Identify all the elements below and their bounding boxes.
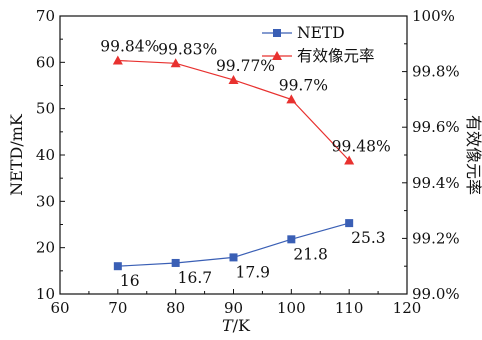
netd-data-label: 16 [120,272,140,290]
netd-point [287,235,296,244]
right-y-axis: 99.0% 99.2% 99.4% 99.6% 99.8% 100% [402,7,460,303]
legend-netd-label: NETD [297,24,345,42]
legend-pixel-rate-marker [272,51,282,60]
left-y-axis-label: NETD/mK [7,113,26,196]
legend-pixel-rate-label: 有效像元率 [297,47,375,65]
left-y-tick-label: 30 [36,192,55,210]
netd-data-label: 17.9 [236,263,271,281]
netd-data-label: 21.8 [293,245,328,263]
right-y-tick-label: 99.6% [412,118,460,136]
right-y-tick-label: 99.8% [412,63,460,81]
pixel-rate-point [170,58,181,68]
right-y-tick-label: 99.0% [412,285,460,303]
pixel-rate-point [344,155,355,165]
pixel-rate-data-label: 99.77% [216,57,275,75]
netd-point [171,258,180,267]
left-y-tick-label: 20 [36,239,55,257]
pixel-rate-data-label: 99.83% [158,40,217,58]
right-y-axis-label: 有效像元率 [464,115,482,195]
x-axis-label-unit: /K [233,316,251,335]
x-tick-label: 110 [335,299,364,317]
x-tick-label: 120 [393,299,422,317]
legend-netd-marker [273,29,281,37]
left-y-tick-label: 10 [36,285,55,303]
left-y-axis: 10 20 30 40 50 60 70 [36,7,65,303]
legend: NETD 有效像元率 [262,24,375,65]
x-tick-label: 90 [224,299,243,317]
pixel-rate-data-label: 99.48% [332,138,391,156]
left-y-tick-label: 50 [36,100,55,118]
pixel-rate-data-label: 99.7% [279,76,328,94]
right-y-tick-label: 99.2% [412,229,460,247]
netd-data-label: 25.3 [351,229,386,247]
left-y-tick-label: 40 [36,146,55,164]
pixel-rate-point [112,55,123,65]
x-tick-label: 60 [50,299,69,317]
netd-point [229,253,238,262]
left-y-tick-label: 60 [36,53,55,71]
pixel-rate-point [228,74,239,84]
x-tick-label: 100 [277,299,306,317]
series-layer: 16 16.7 17.9 21.8 25.3 99.84%99.83%99.77%99.7… [100,37,390,290]
x-tick-label: 80 [166,299,185,317]
right-y-tick-label: 100% [412,7,455,25]
netd-data-label: 16.7 [178,269,213,287]
netd-point [113,262,122,271]
pixel-rate-point [286,94,297,104]
x-axis-label: T/K [222,316,251,335]
right-y-tick-label: 99.4% [412,174,460,192]
pixel-rate-data-label: 99.84% [100,37,159,55]
x-axis-label-variable: T [222,316,234,335]
x-axis: 60 70 80 90 100 110 120 [50,289,421,317]
netd-point [345,219,354,228]
x-tick-label: 70 [108,299,127,317]
left-y-tick-label: 70 [36,7,55,25]
